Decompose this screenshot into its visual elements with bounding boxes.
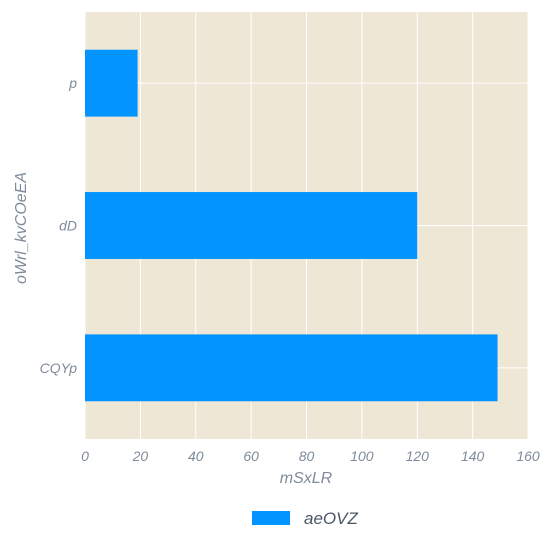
y-axis-label: oWrl_kvCOeEA	[13, 172, 30, 284]
x-tick-label: 0	[81, 448, 89, 464]
x-tick-label: 20	[132, 448, 149, 464]
x-tick-label: 100	[350, 448, 374, 464]
legend-label: aeOVZ	[304, 509, 358, 528]
bars	[85, 49, 498, 402]
y-tick-labels: p dD CQYp	[40, 75, 78, 376]
y-tick-label: CQYp	[40, 360, 78, 376]
legend-swatch	[252, 511, 290, 525]
bar-dD	[85, 192, 418, 259]
bar-CQYp	[85, 334, 498, 402]
y-tick-label: p	[68, 75, 77, 91]
x-tick-label: 120	[406, 448, 430, 464]
x-tick-labels: 0 20 40 60 80 100 120 140 160	[81, 448, 540, 464]
x-tick-label: 60	[243, 448, 259, 464]
y-tick-label: dD	[59, 218, 77, 234]
x-tick-label: 80	[299, 448, 315, 464]
x-tick-label: 160	[516, 448, 540, 464]
x-tick-label: 140	[461, 448, 485, 464]
legend: aeOVZ	[252, 509, 358, 528]
x-axis-label: mSxLR	[280, 470, 333, 487]
bar-p	[85, 49, 138, 117]
x-tick-label: 40	[188, 448, 204, 464]
